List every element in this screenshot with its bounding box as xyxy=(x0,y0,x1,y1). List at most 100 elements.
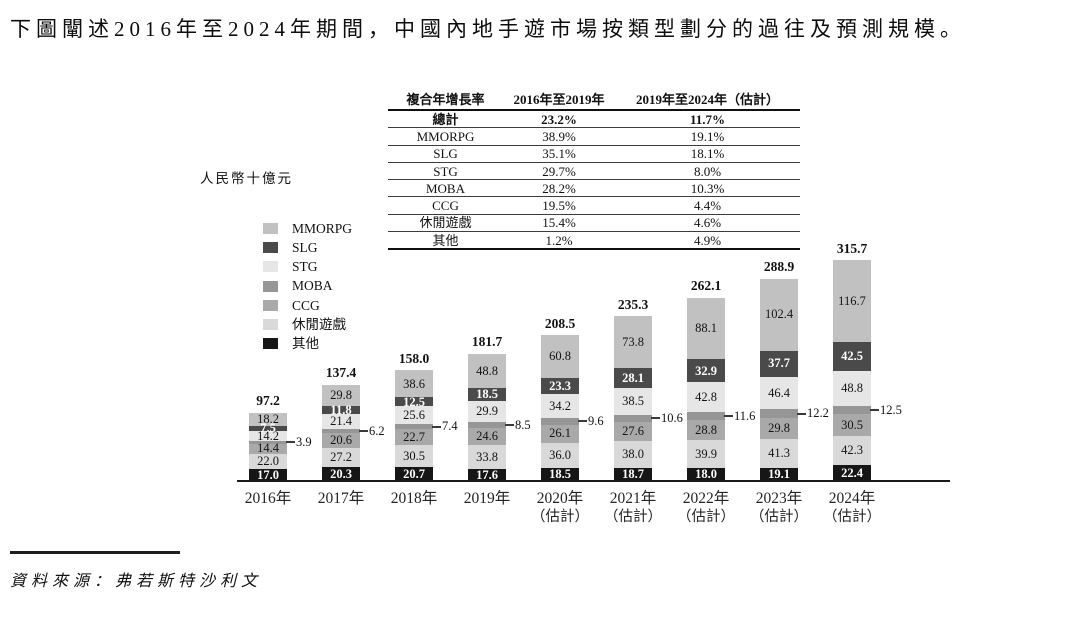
x-axis-label-2020年（估計）: 2020年 （估計） xyxy=(512,489,608,527)
legend-label: 休閒遊戲 xyxy=(292,316,346,332)
segment-value-label: 18.5 xyxy=(549,467,571,482)
segment-value-label: 20.3 xyxy=(330,466,352,481)
callout-line xyxy=(286,441,295,444)
segment-value-label: 38.6 xyxy=(403,376,425,391)
segment-STG: 48.8 xyxy=(833,371,871,406)
segment-value-label: 33.8 xyxy=(476,449,498,464)
segment-CCG: 26.1 xyxy=(541,424,579,443)
x-axis-year: 2020年 xyxy=(536,490,584,507)
legend-swatch xyxy=(263,261,278,273)
cagr-row-CCG: CCG 19.5% 4.4% xyxy=(388,197,800,215)
segment-value-label: 29.8 xyxy=(330,388,352,403)
segment-value-label: 25.6 xyxy=(403,407,425,422)
callout-value-label: 7.4 xyxy=(442,419,458,434)
cagr-row-label: 休閒遊戲 xyxy=(419,215,472,231)
cagr-value: 11.7% xyxy=(689,111,726,127)
legend-label: SLG xyxy=(292,240,318,256)
cagr-value: 10.3% xyxy=(690,180,725,196)
legend-swatch xyxy=(263,338,278,350)
x-axis-estimate-note: （估計） xyxy=(823,509,881,525)
segment-value-label: 18.5 xyxy=(476,387,498,402)
segment-value-label: 88.1 xyxy=(695,321,717,336)
segment-CCG: 30.5 xyxy=(833,414,871,436)
legend-label: 其他 xyxy=(292,335,319,351)
bar-2022年（估計）: 88.1 32.9 42.8 28.8 39.9 18.0 xyxy=(687,297,725,481)
cagr-row-總計: 總計 23.2% 11.7% xyxy=(388,111,800,129)
segment-MMORPG: 29.8 xyxy=(322,384,360,406)
segment-value-label: 22.7 xyxy=(403,429,425,444)
x-axis-estimate-note: （估計） xyxy=(750,509,808,525)
segment-休閒遊戲: 33.8 xyxy=(468,445,506,469)
bar-2017年: 29.8 11.8 21.4 20.6 27.2 20.3 xyxy=(322,384,360,481)
segment-value-label: 26.1 xyxy=(549,426,571,441)
cagr-table: 複合年增長率 2016年至2019年 2019年至2024年（估計） 總計 23.… xyxy=(388,90,800,251)
y-axis-unit-label: 人民幣十億元 xyxy=(200,171,293,186)
callout-line xyxy=(578,420,587,423)
cagr-value: 29.7% xyxy=(542,163,576,179)
segment-MOBA xyxy=(395,424,433,430)
bar-total-label: 137.4 xyxy=(325,365,357,381)
x-axis-label-2022年（估計）: 2022年 （估計） xyxy=(658,489,754,527)
chart-description: 下圖闡述2016年至2024年期間，中國內地手遊市場按類型劃分的過往及預測規模。 xyxy=(10,17,966,41)
x-axis-label-2019年: 2019年 xyxy=(439,489,535,508)
cagr-value: 4.9% xyxy=(693,232,722,248)
segment-value-label: 46.4 xyxy=(768,385,790,400)
segment-SLG: 32.9 xyxy=(687,359,725,383)
source-label: 資料來源：弗若斯特沙利文 xyxy=(10,573,263,590)
legend-swatch xyxy=(263,242,278,254)
cagr-row-其他: 其他 1.2% 4.9% xyxy=(388,232,800,251)
segment-value-label: 29.9 xyxy=(476,404,498,419)
segment-MOBA xyxy=(614,414,652,423)
segment-STG: 46.4 xyxy=(760,376,798,410)
callout-line xyxy=(359,430,368,433)
segment-value-label: 22.4 xyxy=(841,465,863,480)
segment-SLG: 7.5 xyxy=(249,422,287,434)
cagr-row-label: STG xyxy=(433,163,458,179)
callout-value-label: 12.2 xyxy=(807,406,829,421)
segment-value-label: 18.7 xyxy=(622,467,644,482)
bar-total-label: 288.9 xyxy=(763,259,795,275)
callout-value-label: 6.2 xyxy=(369,423,385,438)
segment-CCG: 24.6 xyxy=(468,427,506,446)
callout-MOBA: 12.5 xyxy=(870,404,902,417)
callout-line xyxy=(432,425,441,428)
cagr-value: 19.5% xyxy=(542,198,576,214)
legend-swatch xyxy=(263,299,278,311)
segment-value-label: 28.8 xyxy=(695,423,717,438)
segment-休閒遊戲: 38.0 xyxy=(614,441,652,468)
segment-CCG: 28.8 xyxy=(687,420,725,441)
cagr-value: 15.4% xyxy=(542,215,576,231)
segment-value-label: 41.3 xyxy=(768,445,790,460)
callout-line xyxy=(797,412,806,415)
x-axis-estimate-note: （估計） xyxy=(531,509,589,525)
segment-CCG: 20.6 xyxy=(322,433,360,448)
segment-休閒遊戲: 36.0 xyxy=(541,442,579,469)
footnote-rule xyxy=(10,551,180,554)
segment-MOBA xyxy=(249,440,287,444)
segment-value-label: 20.6 xyxy=(330,433,352,448)
cagr-row-label: CCG xyxy=(432,198,459,214)
segment-value-label: 38.5 xyxy=(622,393,644,408)
x-axis-year: 2021年 xyxy=(609,490,657,507)
callout-line xyxy=(870,409,879,411)
cagr-value: 18.1% xyxy=(690,146,725,162)
segment-value-label: 11.8 xyxy=(330,402,352,417)
bar-2019年: 48.8 18.5 29.9 24.6 33.8 17.6 xyxy=(468,353,506,481)
segment-其他: 22.4 xyxy=(833,465,871,481)
callout-MOBA: 3.9 xyxy=(286,436,312,449)
segment-value-label: 42.8 xyxy=(695,389,717,404)
segment-MMORPG: 102.4 xyxy=(760,278,798,351)
segment-休閒遊戲: 42.3 xyxy=(833,435,871,466)
segment-STG: 25.6 xyxy=(395,406,433,425)
segment-value-label: 18.2 xyxy=(257,412,279,427)
segment-SLG: 18.5 xyxy=(468,388,506,401)
callout-line xyxy=(724,415,733,418)
legend-label: CCG xyxy=(292,297,320,313)
callout-value-label: 12.5 xyxy=(880,402,902,417)
segment-value-label: 116.7 xyxy=(838,293,866,308)
cagr-value: 4.6% xyxy=(693,215,722,231)
segment-STG: 29.9 xyxy=(468,400,506,422)
bar-2023年（估計）: 102.4 37.7 46.4 29.8 41.3 19.1 xyxy=(760,278,798,481)
segment-其他: 20.3 xyxy=(322,466,360,481)
bar-total-label: 315.7 xyxy=(836,240,868,256)
